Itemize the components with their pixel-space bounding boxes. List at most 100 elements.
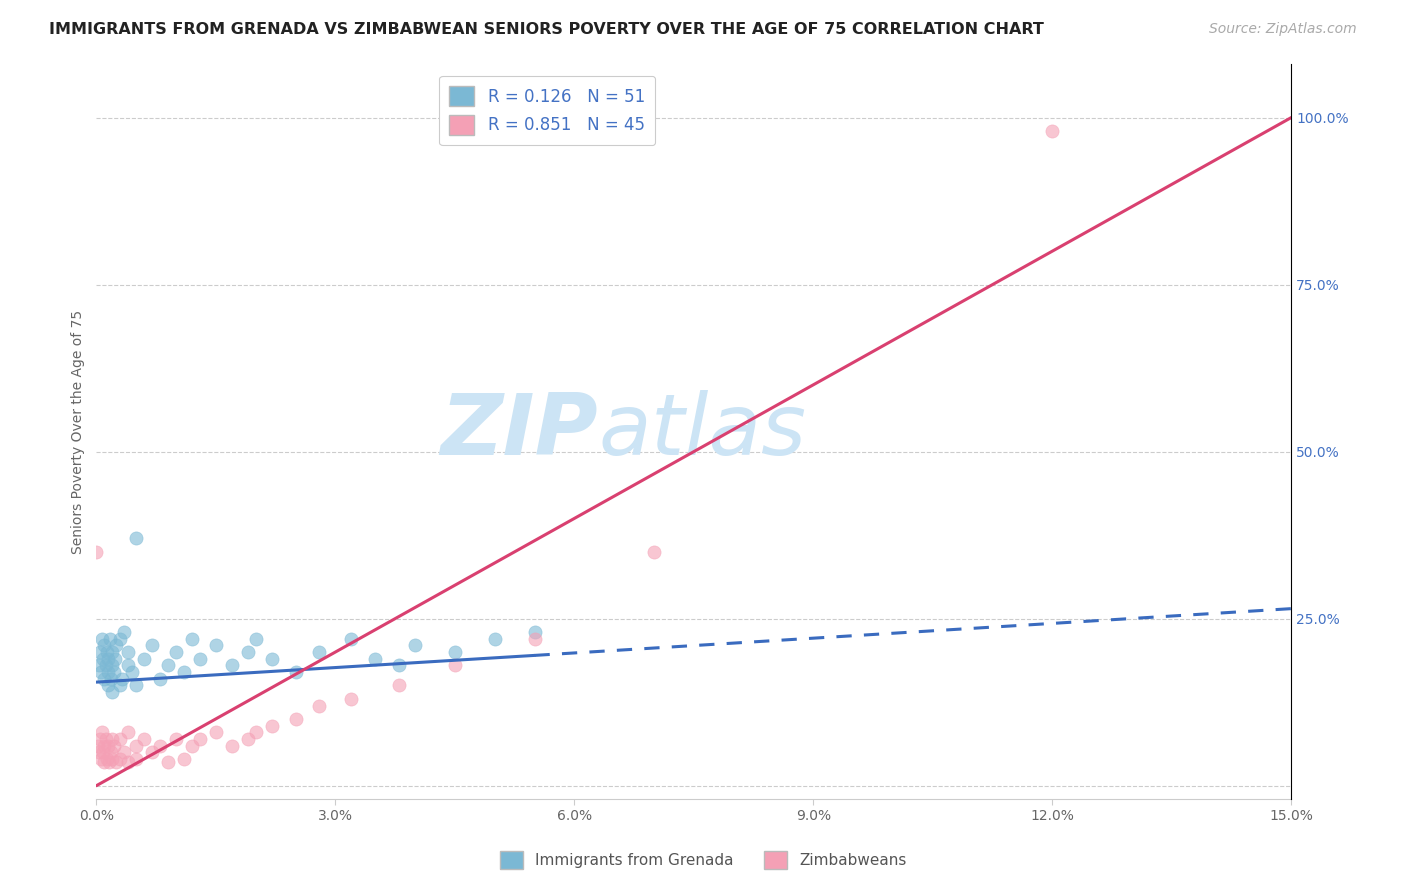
Point	[236, 731, 259, 746]
Point	[444, 658, 467, 673]
Point	[308, 698, 330, 713]
Point	[87, 739, 110, 753]
Point	[181, 632, 204, 646]
Point	[96, 645, 118, 659]
Point	[96, 752, 118, 766]
Point	[98, 756, 121, 770]
Point	[91, 745, 114, 759]
Point	[101, 645, 124, 659]
Point	[110, 632, 132, 646]
Point	[141, 639, 163, 653]
Point	[110, 752, 132, 766]
Point	[125, 739, 148, 753]
Point	[103, 739, 125, 753]
Point	[93, 756, 115, 770]
Point	[188, 652, 211, 666]
Point	[643, 545, 665, 559]
Point	[90, 725, 112, 739]
Point	[484, 632, 506, 646]
Point	[444, 645, 467, 659]
Point	[308, 645, 330, 659]
Point	[94, 658, 117, 673]
Point	[87, 658, 110, 673]
Point	[134, 652, 156, 666]
Point	[100, 672, 122, 686]
Point	[157, 658, 180, 673]
Point	[100, 745, 122, 759]
Point	[111, 672, 134, 686]
Point	[134, 731, 156, 746]
Point	[117, 756, 139, 770]
Point	[188, 731, 211, 746]
Point	[121, 665, 143, 679]
Point	[340, 691, 363, 706]
Point	[89, 731, 111, 746]
Point	[104, 652, 127, 666]
Point	[112, 745, 135, 759]
Point	[205, 725, 228, 739]
Point	[523, 632, 546, 646]
Point	[97, 739, 120, 753]
Point	[181, 739, 204, 753]
Point	[388, 658, 411, 673]
Point	[260, 652, 283, 666]
Point	[90, 632, 112, 646]
Point	[125, 678, 148, 692]
Point	[110, 731, 132, 746]
Point	[117, 658, 139, 673]
Point	[89, 645, 111, 659]
Point	[90, 752, 112, 766]
Point	[101, 658, 124, 673]
Point	[221, 658, 243, 673]
Legend: Immigrants from Grenada, Zimbabweans: Immigrants from Grenada, Zimbabweans	[494, 845, 912, 875]
Text: atlas: atlas	[598, 390, 806, 473]
Point	[245, 632, 267, 646]
Point	[101, 752, 124, 766]
Point	[221, 739, 243, 753]
Point	[205, 639, 228, 653]
Point	[125, 752, 148, 766]
Point	[87, 745, 110, 759]
Point	[1040, 124, 1063, 138]
Point	[173, 665, 195, 679]
Point	[284, 665, 307, 679]
Point	[260, 718, 283, 732]
Point	[284, 712, 307, 726]
Point	[103, 665, 125, 679]
Point	[101, 731, 124, 746]
Point	[94, 731, 117, 746]
Y-axis label: Seniors Poverty Over the Age of 75: Seniors Poverty Over the Age of 75	[72, 310, 86, 554]
Point	[173, 752, 195, 766]
Point	[101, 685, 124, 699]
Point	[388, 678, 411, 692]
Point	[97, 652, 120, 666]
Point	[404, 639, 426, 653]
Point	[97, 678, 120, 692]
Point	[523, 625, 546, 640]
Point	[157, 756, 180, 770]
Point	[112, 625, 135, 640]
Point	[245, 725, 267, 739]
Point	[93, 739, 115, 753]
Point	[90, 665, 112, 679]
Point	[98, 632, 121, 646]
Point	[364, 652, 387, 666]
Text: Source: ZipAtlas.com: Source: ZipAtlas.com	[1209, 22, 1357, 37]
Point	[125, 532, 148, 546]
Point	[105, 756, 128, 770]
Legend: R = 0.126   N = 51, R = 0.851   N = 45: R = 0.126 N = 51, R = 0.851 N = 45	[439, 76, 655, 145]
Point	[117, 645, 139, 659]
Point	[141, 745, 163, 759]
Text: ZIP: ZIP	[440, 390, 598, 473]
Point	[117, 725, 139, 739]
Text: IMMIGRANTS FROM GRENADA VS ZIMBABWEAN SENIORS POVERTY OVER THE AGE OF 75 CORRELA: IMMIGRANTS FROM GRENADA VS ZIMBABWEAN SE…	[49, 22, 1045, 37]
Point	[86, 545, 108, 559]
Point	[93, 672, 115, 686]
Point	[93, 639, 115, 653]
Point	[110, 678, 132, 692]
Point	[91, 652, 114, 666]
Point	[149, 739, 172, 753]
Point	[149, 672, 172, 686]
Point	[96, 665, 118, 679]
Point	[165, 731, 187, 746]
